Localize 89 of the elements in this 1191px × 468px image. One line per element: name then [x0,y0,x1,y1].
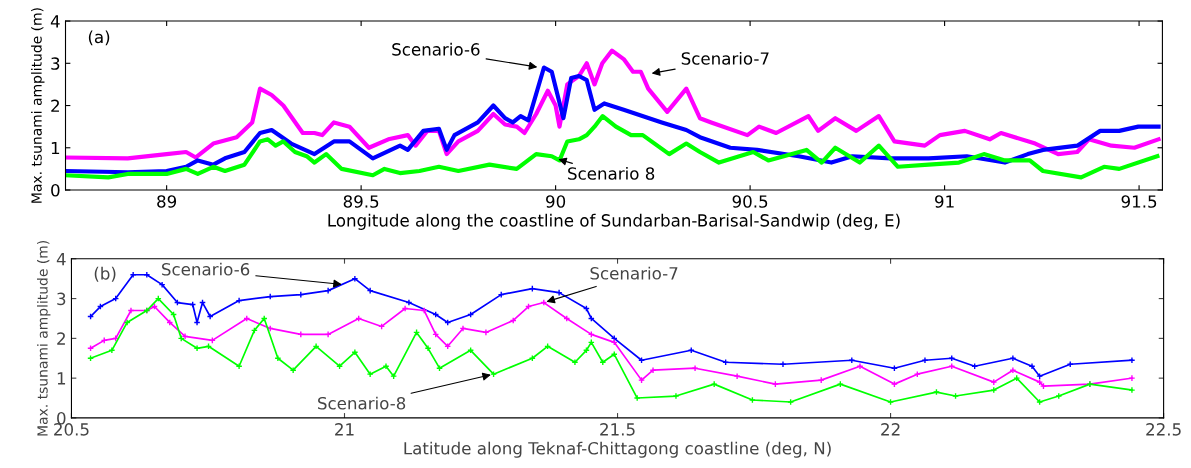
point [123,318,131,326]
point [990,386,998,394]
point [366,370,374,378]
x-axis-title: Latitude along Teknaf-Chittagong coastline (deg, N) [404,441,831,458]
annotation: Scenario-6 [162,262,250,276]
annotation: Scenario-7 [590,266,678,280]
point [490,370,498,378]
point [193,344,201,352]
point [390,372,398,380]
point [887,398,895,406]
point [748,396,756,404]
point [633,394,641,402]
point [324,330,332,338]
point [990,378,998,386]
point [771,380,779,388]
y-tick-label: 1 [51,141,60,155]
point [710,380,718,388]
point [779,360,787,368]
y-axis-title: Max. tsunami amplitude (m) [37,241,51,436]
annotation: Scenario-8 [318,396,406,410]
point [324,287,332,295]
point [401,305,409,313]
line-series [65,114,1160,180]
point [289,366,297,374]
x-tick-label: 22 [881,423,900,436]
x-tick-label: 90 [546,195,566,208]
point [181,332,189,340]
y-tick-label: 0 [51,183,60,197]
point [787,398,795,406]
x-axis-title: Longitude along the coastline of Sundarban-Barisal-Sandwip (deg, E) [328,213,900,230]
y-tick-label: 3 [51,57,60,70]
y-tick-label: 3 [57,292,66,306]
x-tick-label: 21 [335,423,354,436]
point [913,370,921,378]
annotation: (b) [94,266,116,282]
point [1055,392,1063,400]
point [856,362,864,370]
point [235,362,243,370]
x-tick-label: 89.5 [343,195,379,208]
x-tick-label: 90.5 [732,195,768,208]
point [836,380,844,388]
point [424,344,432,352]
y-axis-title: Max. tsunami amplitude (m) [31,8,45,203]
y-tick-label: 2 [57,332,65,345]
point [672,392,680,400]
point [312,342,320,350]
point [127,307,135,314]
point [382,362,390,370]
point [405,299,413,307]
point [366,287,374,295]
annotation: (a) [88,30,110,46]
y-tick-label: 1 [57,372,66,385]
point [1036,378,1044,386]
point [555,289,563,297]
point [571,358,579,366]
point [351,348,359,356]
point [158,281,166,289]
point [206,313,214,320]
x-tick-label: 89 [157,195,177,208]
point [459,324,467,332]
x-tick-label: 22.5 [1146,423,1181,436]
point [1039,382,1047,390]
y-tick-label: 0 [57,411,66,425]
point [351,275,359,283]
x-tick-label: 21.5 [600,423,635,436]
point [890,380,898,388]
point [1009,366,1017,374]
point [952,392,960,400]
annotation: Scenario 8 [568,166,655,180]
point [638,376,646,384]
point [540,299,548,307]
point [921,356,929,364]
point [108,346,116,354]
point [482,328,490,336]
y-tick-label: 2 [51,99,59,112]
point [297,330,305,338]
y-tick-label: 4 [56,252,66,266]
x-tick-label: 91.5 [1121,195,1157,208]
point [1013,374,1021,382]
annotation: Scenario-7 [681,51,769,65]
point [1036,372,1044,380]
point [649,366,657,374]
point [274,354,282,362]
x-tick-label: 91 [935,195,954,208]
y-tick-label: 4 [50,15,60,28]
annotation: Scenario-6 [392,42,480,56]
point [1036,398,1044,406]
point [932,388,940,396]
x-tick-label: 20.5 [54,423,89,436]
